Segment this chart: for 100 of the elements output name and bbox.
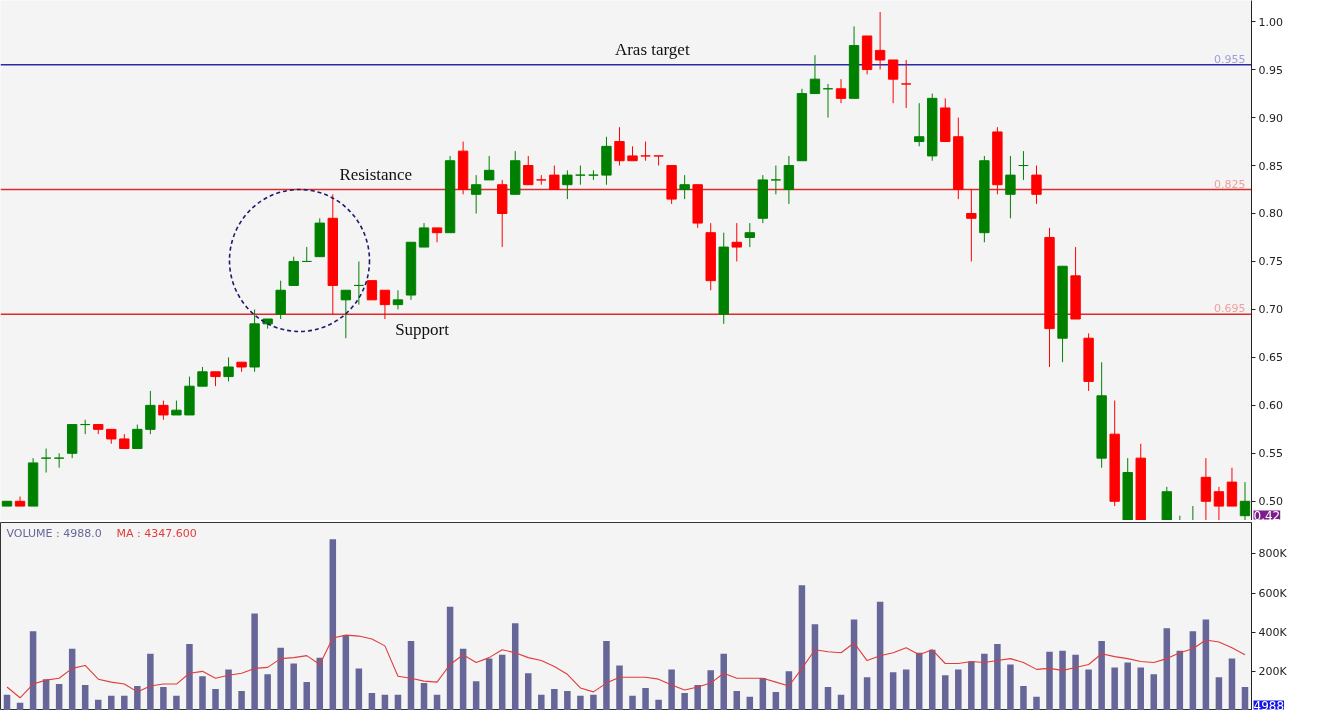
bar — [29, 631, 37, 710]
bar — [994, 643, 1001, 710]
candlestick — [887, 59, 899, 104]
y-tick-label: 1.00 — [1258, 15, 1283, 29]
bar — [108, 695, 115, 710]
bar — [798, 585, 806, 710]
bar — [225, 669, 232, 710]
bar — [694, 685, 701, 710]
bar — [1033, 696, 1040, 710]
candlestick — [80, 419, 91, 435]
candlestick — [770, 165, 782, 195]
candlestick — [275, 280, 286, 320]
ref-line-label: 0.695 — [1214, 302, 1246, 316]
bar — [668, 669, 675, 710]
bar — [472, 681, 480, 710]
candlestick — [783, 155, 795, 205]
annotation: Resistance — [339, 164, 413, 184]
y-tick-label: 0.75 — [1258, 255, 1283, 269]
y-tick-label: 0.55 — [1258, 447, 1283, 461]
bar — [160, 687, 167, 710]
bar — [433, 694, 441, 710]
y-tick-label: 200K — [1258, 664, 1288, 678]
candlestick — [197, 366, 208, 387]
candlestick — [835, 78, 847, 104]
text: VOLUME : 4988.0 — [6, 527, 102, 540]
bar — [303, 682, 310, 710]
ref-line-label: 0.955 — [1214, 52, 1246, 66]
bar — [212, 688, 219, 710]
bar — [1046, 651, 1053, 710]
candlestick — [1005, 155, 1016, 219]
annotation: Support — [395, 320, 450, 340]
bar — [329, 539, 337, 710]
candlestick — [1213, 486, 1225, 520]
bar — [538, 694, 545, 710]
candlestick — [418, 222, 430, 248]
candlestick — [392, 289, 404, 310]
bar — [707, 670, 714, 710]
candlestick — [301, 246, 312, 262]
bar — [407, 640, 415, 710]
bar — [681, 692, 688, 710]
candlestick — [614, 126, 625, 167]
candlestick — [679, 174, 690, 200]
candlestick — [431, 227, 443, 243]
bar — [837, 694, 845, 710]
bar — [642, 687, 649, 710]
candlestick — [1200, 457, 1212, 520]
candlestick — [288, 256, 299, 286]
candlestick — [379, 289, 391, 320]
bar — [94, 699, 102, 710]
bar — [1176, 650, 1184, 710]
bar — [121, 695, 128, 710]
candlestick — [1226, 467, 1238, 507]
bar — [902, 669, 910, 710]
candlestick — [158, 400, 169, 421]
candlestick — [40, 448, 52, 474]
candlestick — [966, 189, 977, 262]
bar — [1228, 658, 1236, 710]
candlestick — [914, 102, 925, 147]
candlestick — [223, 356, 234, 382]
bar — [173, 695, 180, 710]
bar — [616, 665, 623, 710]
bar — [1189, 631, 1197, 710]
y-tick-label: 0.95 — [1258, 63, 1283, 77]
candlestick — [340, 289, 352, 339]
bar — [525, 673, 532, 710]
bar — [1098, 640, 1105, 710]
y-tick-label: 0.70 — [1258, 303, 1283, 317]
bar — [355, 668, 363, 710]
line-series — [6, 634, 1246, 699]
y-tick-label: 600K — [1258, 586, 1288, 600]
bar — [498, 654, 506, 710]
bar — [1007, 664, 1014, 710]
bar — [1124, 662, 1131, 710]
candlestick — [731, 222, 742, 262]
bar — [1111, 667, 1118, 710]
candlestick — [549, 165, 560, 190]
text: MA : 4347.600 — [116, 527, 197, 540]
bar — [655, 699, 662, 710]
bar — [889, 672, 897, 710]
bar — [290, 663, 297, 710]
candlestick — [900, 59, 912, 109]
bar — [511, 623, 519, 710]
bar — [342, 635, 350, 710]
bar — [238, 690, 245, 710]
candlestick — [822, 83, 834, 119]
bar — [3, 694, 11, 710]
candlestick — [366, 280, 378, 301]
bar — [850, 619, 858, 710]
candlestick — [653, 155, 664, 167]
bar — [381, 694, 389, 710]
bar — [1163, 628, 1171, 710]
y-tick-label: 0.50 — [1258, 495, 1283, 509]
candlestick — [132, 424, 143, 450]
bar — [590, 694, 597, 710]
bar — [564, 690, 571, 710]
candlestick — [483, 155, 495, 181]
bar — [264, 674, 271, 710]
bar — [942, 675, 949, 710]
bar — [629, 695, 636, 710]
y-tick-label: 0.90 — [1258, 111, 1283, 125]
